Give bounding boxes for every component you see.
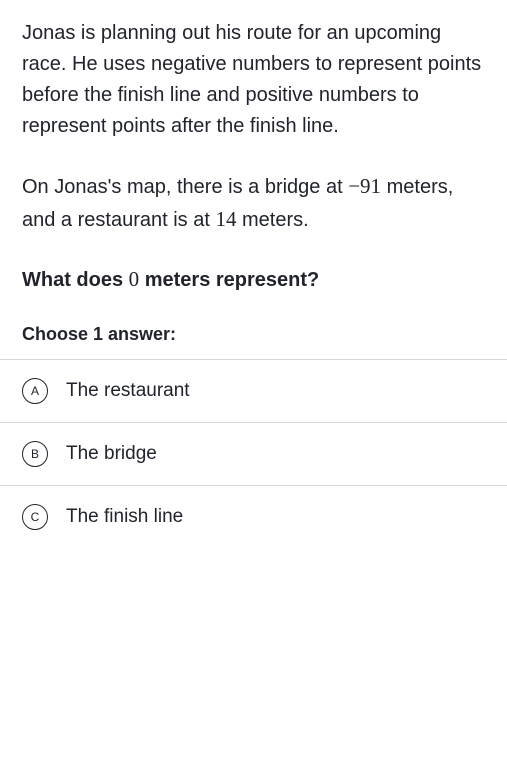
question-text: What does 0 meters represent? <box>22 264 485 296</box>
intro-paragraph-2: On Jonas's map, there is a bridge at −91… <box>22 170 485 236</box>
answer-option-a[interactable]: A The restaurant <box>0 359 507 422</box>
answer-text-b: The bridge <box>66 443 157 465</box>
answer-option-b[interactable]: B The bridge <box>0 422 507 485</box>
question-part2: meters represent? <box>139 269 319 291</box>
answer-text-c: The finish line <box>66 506 183 528</box>
intro-paragraph-1: Jonas is planning out his route for an u… <box>22 18 485 142</box>
radio-letter-a: A <box>31 384 39 398</box>
intro-text-1: Jonas is planning out his route for an u… <box>22 22 481 137</box>
math-value-1: −91 <box>348 174 381 198</box>
intro-text-2a: On Jonas's map, there is a bridge at <box>22 176 348 198</box>
choose-answer-label: Choose 1 answer: <box>22 324 485 345</box>
math-value-2: 14 <box>215 207 236 231</box>
question-part1: What does <box>22 269 129 291</box>
answer-list: A The restaurant B The bridge C The fini… <box>0 359 507 548</box>
answer-text-a: The restaurant <box>66 380 190 402</box>
radio-circle-a[interactable]: A <box>22 378 48 404</box>
radio-circle-c[interactable]: C <box>22 504 48 530</box>
radio-circle-b[interactable]: B <box>22 441 48 467</box>
answer-option-c[interactable]: C The finish line <box>0 485 507 548</box>
question-math: 0 <box>129 267 140 291</box>
intro-text-2c: meters. <box>236 209 308 231</box>
radio-letter-c: C <box>31 510 40 524</box>
radio-letter-b: B <box>31 447 39 461</box>
